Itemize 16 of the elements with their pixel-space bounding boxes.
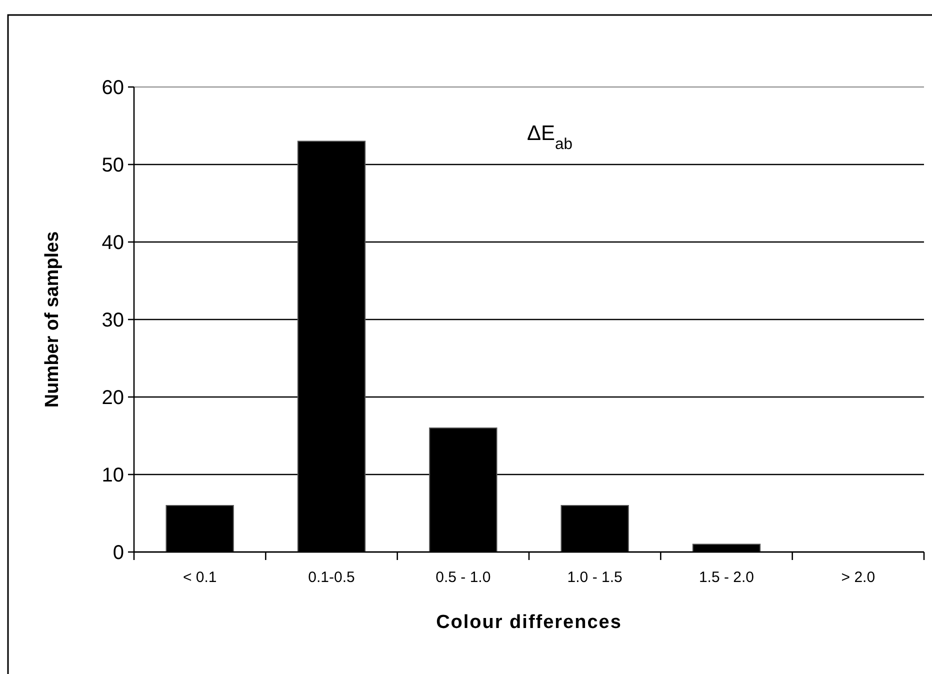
x-tick-label: 1.5 - 2.0 — [698, 569, 754, 586]
y-tick-label: 30 — [102, 310, 124, 332]
annotation: ΔE$_{ab}$ — [527, 122, 573, 152]
x-tick-label: 0.5 - 1.0 — [436, 569, 491, 586]
x-tick-label: > 2.0 — [841, 569, 876, 586]
y-tick-label: 60 — [102, 77, 124, 99]
y-axis-title: Number of samples — [42, 231, 63, 408]
x-tick-label: 1.0 - 1.5 — [567, 569, 622, 586]
y-tick-label: 0 — [112, 542, 124, 564]
x-axis-title: Colour differences — [436, 612, 622, 633]
y-tick-label: 10 — [102, 464, 124, 486]
x-tick-label: < 0.1 — [182, 569, 217, 586]
x-tick-label: 0.1-0.5 — [308, 569, 355, 586]
y-tick-label: 50 — [102, 154, 124, 176]
y-tick-label: 40 — [102, 232, 124, 254]
y-tick-label: 20 — [102, 387, 124, 409]
